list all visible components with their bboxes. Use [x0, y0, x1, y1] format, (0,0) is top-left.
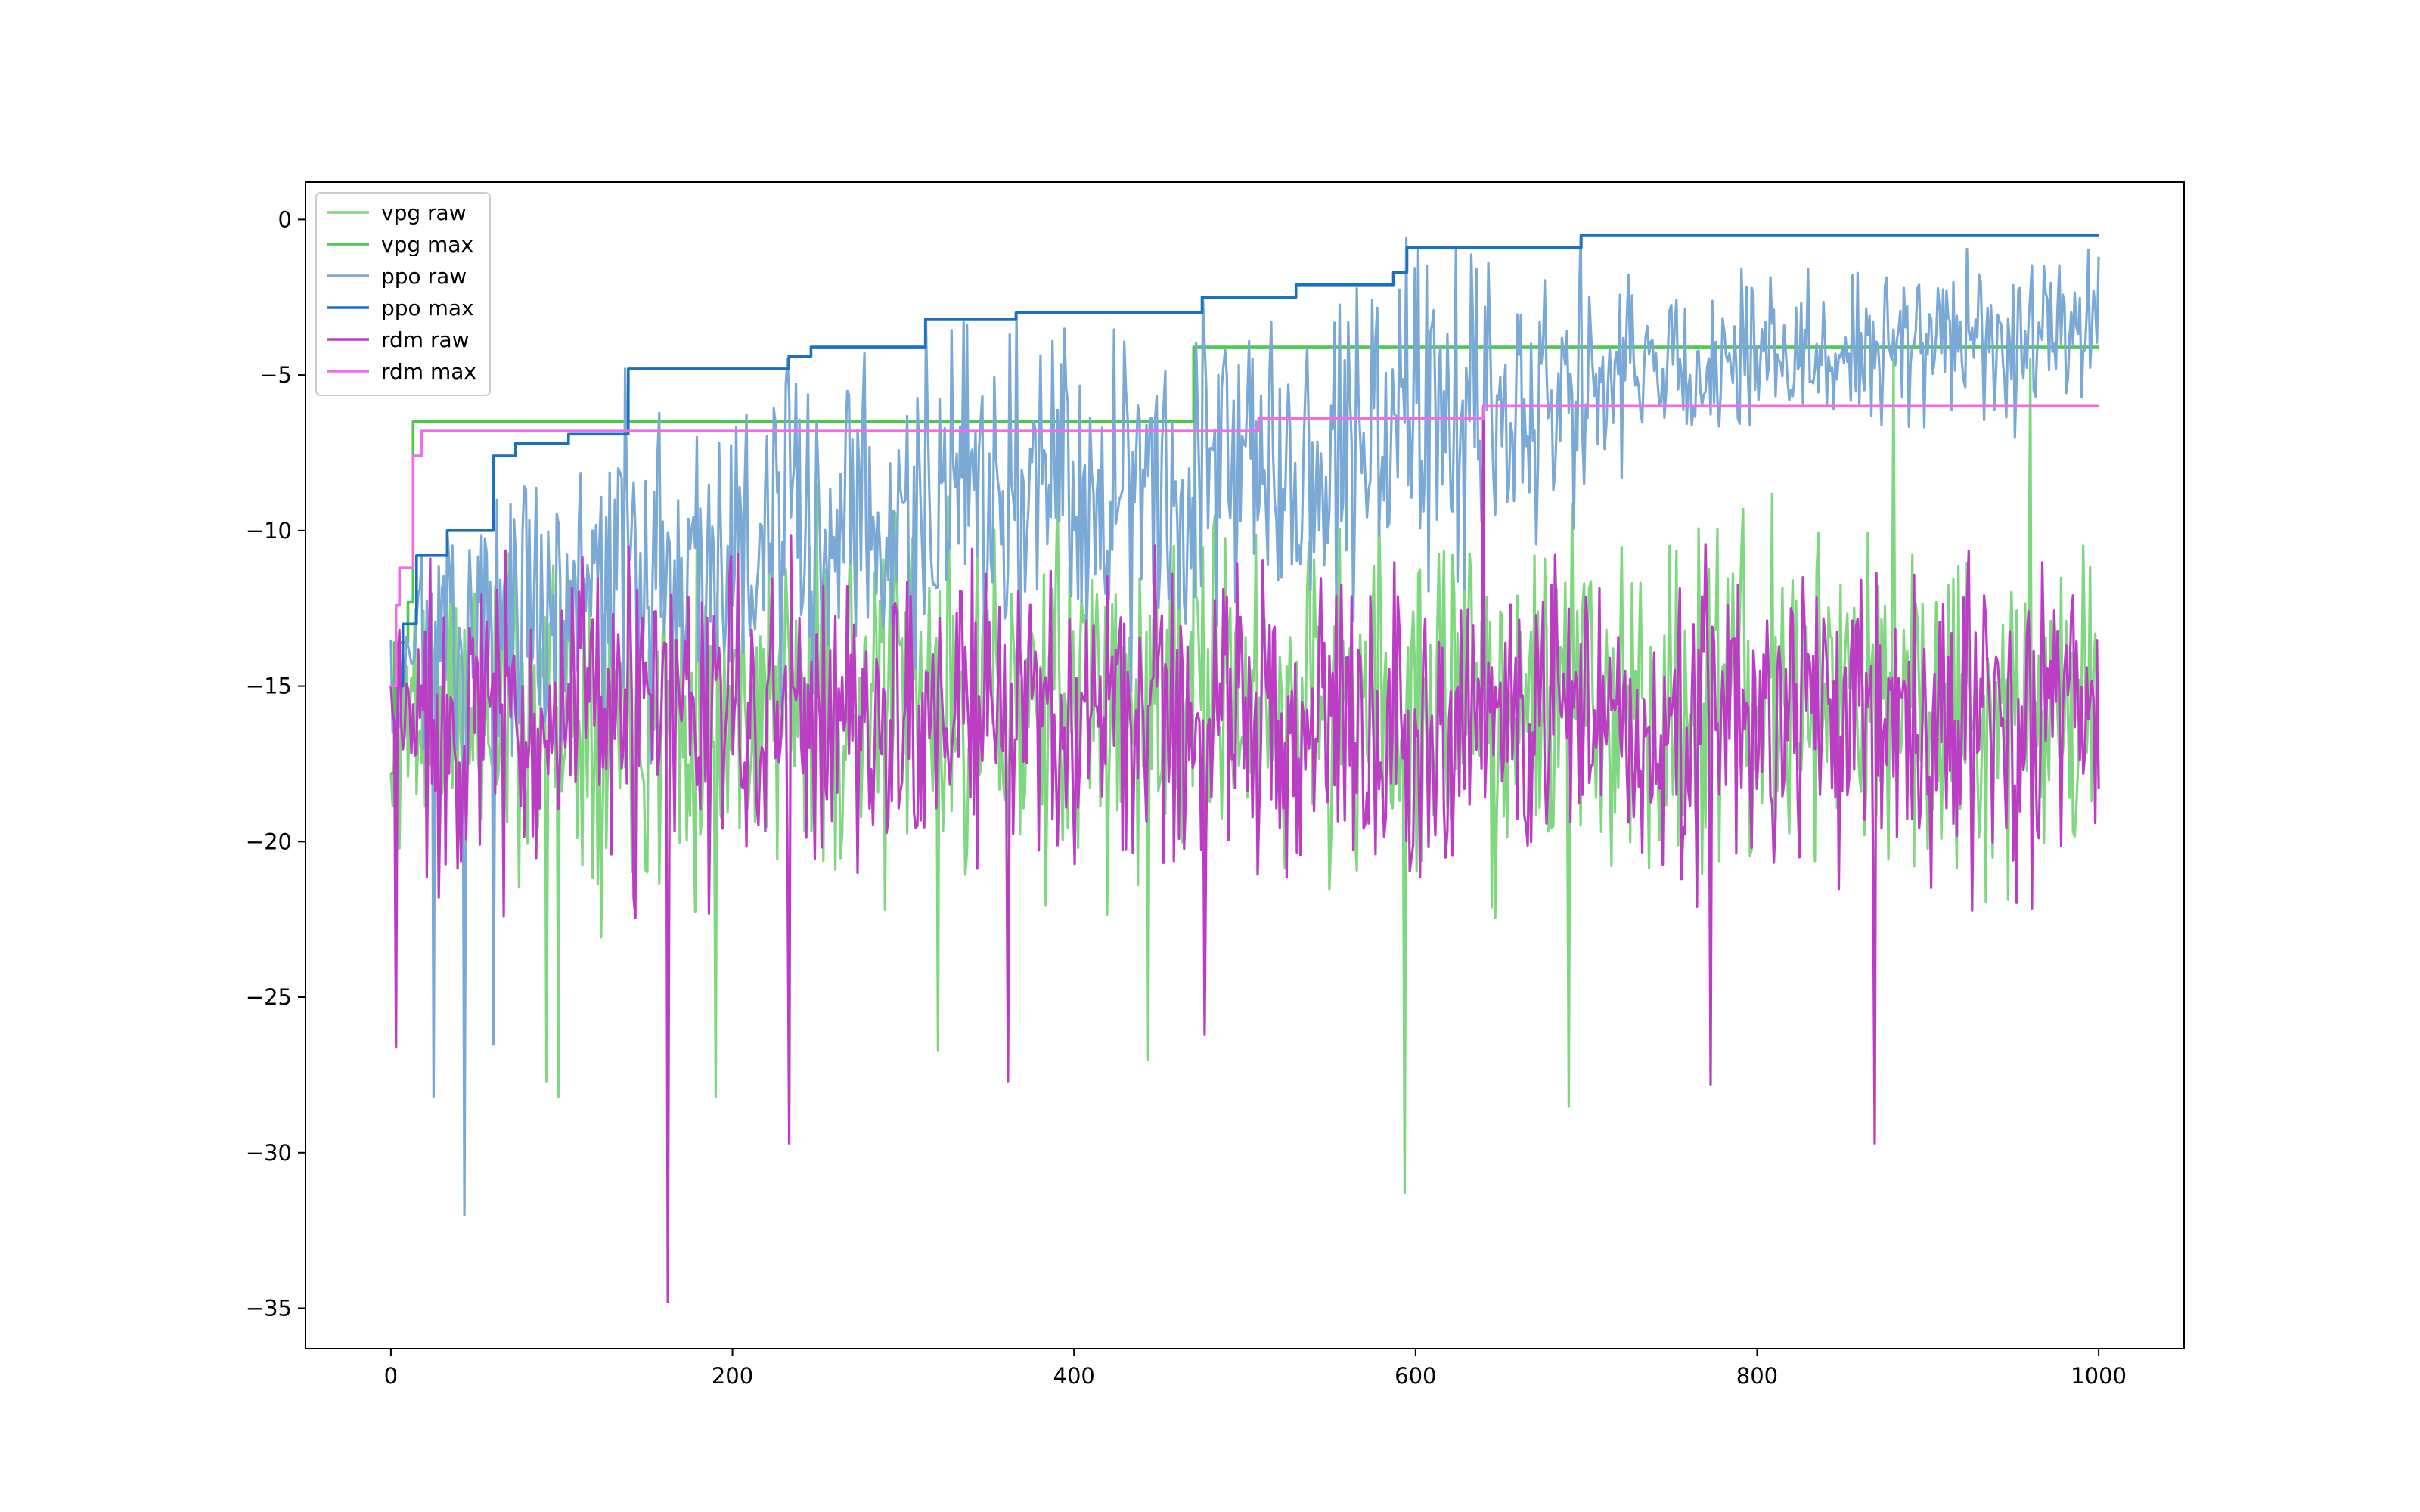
y-tick-label: −30: [246, 1140, 292, 1166]
x-tick-label: 200: [712, 1363, 753, 1389]
y-tick-label: −10: [246, 518, 292, 544]
x-tick-label: 800: [1736, 1363, 1778, 1389]
legend-label-rdm-raw: rdm raw: [381, 327, 470, 352]
series-line-rdm-raw: [389, 404, 2100, 1303]
legend-label-rdm-max: rdm max: [381, 359, 476, 384]
plot-area: [389, 234, 2100, 1303]
series-line-vpg-max: [390, 345, 2099, 775]
axis-ticks: 0 200 400 600 800 1000 0 −5 −10 −15 −20 −25 −30 −35: [246, 206, 2127, 1389]
y-tick-label: −35: [246, 1296, 292, 1321]
y-tick-label: −15: [246, 674, 292, 699]
x-tick-label: 1000: [2071, 1363, 2127, 1389]
axes-frame: [305, 181, 2185, 1349]
y-tick-label: −25: [246, 984, 292, 1010]
x-tick-label: 0: [384, 1363, 398, 1389]
legend: vpg raw vpg max ppo raw ppo max rdm raw rdm m…: [315, 192, 491, 396]
legend-label-vpg-max: vpg max: [381, 232, 473, 257]
x-tick-label: 400: [1053, 1363, 1095, 1389]
x-tick-label: 600: [1395, 1363, 1436, 1389]
y-tick-label: −20: [246, 829, 292, 854]
series-line-rdm-max: [390, 404, 2099, 688]
legend-label-vpg-raw: vpg raw: [381, 200, 467, 225]
legend-label-ppo-raw: ppo raw: [381, 264, 467, 289]
series-line-ppo-max: [390, 234, 2099, 688]
legend-label-ppo-max: ppo max: [381, 296, 474, 321]
series-line-ppo-raw: [389, 234, 2100, 1216]
y-tick-label: 0: [278, 206, 292, 232]
y-tick-label: −5: [259, 362, 292, 388]
